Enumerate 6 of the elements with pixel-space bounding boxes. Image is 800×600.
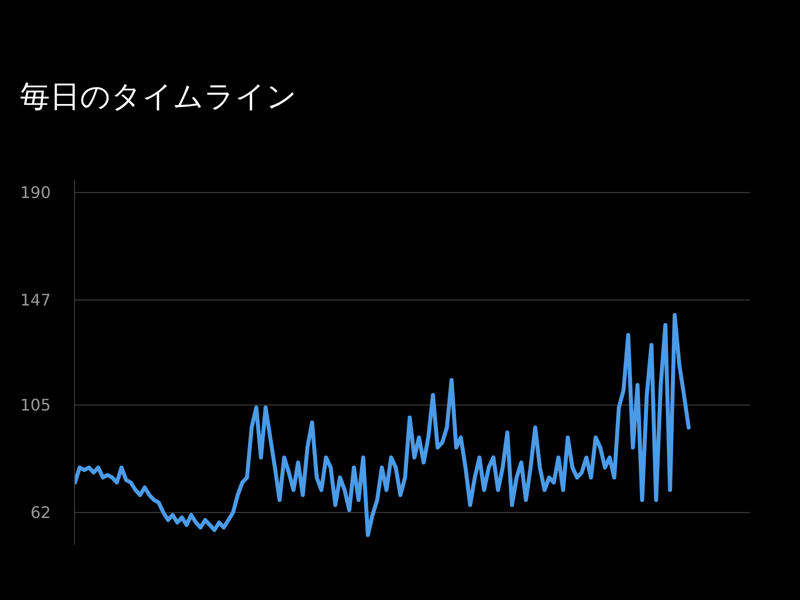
- line-series: [75, 313, 691, 537]
- y-tick-label: 147: [20, 290, 51, 310]
- y-tick-label: 105: [20, 396, 51, 415]
- y-tick-label: 190: [20, 183, 51, 202]
- y-tick-label: 62: [30, 503, 51, 522]
- chart-title: 毎日のタイムライン: [20, 80, 297, 114]
